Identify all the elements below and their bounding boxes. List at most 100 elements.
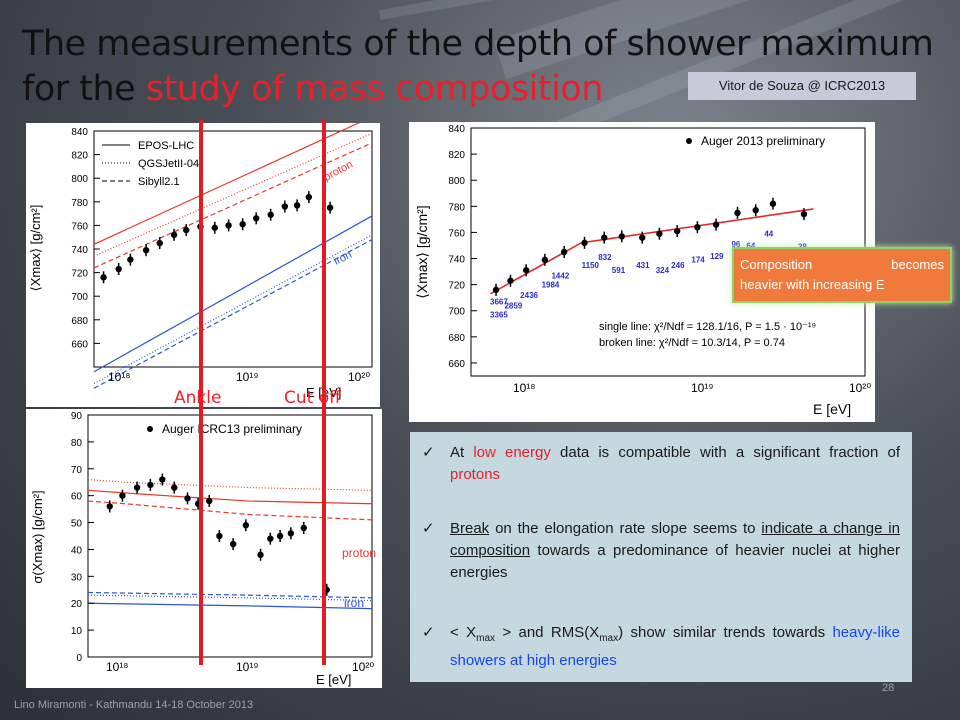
curve-label-proton: proton [342,546,376,560]
slide-title: The measurements of the depth of shower … [22,22,952,112]
event-count-label: 246 [671,261,685,270]
text-red: protons [450,466,501,483]
bullet-break-slope: ✓ Break on the elongation rate slope see… [422,518,900,584]
data-point [769,200,777,207]
x-axis-label: E [eV] [813,401,851,417]
xmax-models-svg: 660 680 700 720 740 760 780 800 820 840 ⟨Xmax⟩ [g… [28,116,373,400]
cutoff-label: Cut off [284,388,341,408]
data-point [183,226,190,234]
x-tick-label: 10²⁰ [849,381,871,395]
y-axis-label: ⟨Xmax⟩ [g/cm²] [28,205,43,292]
page-number: 28 [882,682,895,694]
data-point [656,230,663,237]
bullet-xmax-trends: ✓ < Xmax > and RMS(Xmax) show similar tr… [422,622,900,672]
ankle-marker-line [199,120,203,665]
x-tick-label: 10¹⁸ [513,381,535,395]
model-curve [87,478,373,491]
data-points [106,473,330,596]
legend-marker [686,138,692,144]
y-tick-label: 740 [448,255,465,266]
text-red: low energy [473,444,551,461]
y-tick-label: 50 [71,519,83,530]
text: data is compatible with a significant fr… [550,444,901,461]
text-underlined: Break [450,520,490,537]
model-curve [87,594,373,602]
y-tick-label: 780 [71,198,88,209]
data-point [171,484,178,491]
y-tick-labels: 660 680 700 720 740 760 780 800 820 840 [71,127,100,350]
data-point [206,497,213,505]
event-count-label: 591 [612,266,626,275]
y-tick-label: 840 [448,124,465,135]
y-tick-label: 820 [71,151,88,162]
legend-sibyll: Sibyll2.1 [138,176,180,188]
legend-qgsjet: QGSJetII-04 [138,158,199,170]
data-point [639,234,646,241]
y-tick-labels: 0 10 20 30 40 50 60 70 80 90 [71,411,94,664]
data-point [267,211,274,218]
model-curve [87,602,373,610]
data-point [305,193,313,201]
broken-line-fit [490,208,814,295]
x-tick-label: 10¹⁹ [236,370,258,384]
data-point [326,204,334,211]
event-count-label: 1442 [551,271,569,280]
title-highlight: study of mass composition [145,69,604,109]
event-count-label: 2859 [504,301,522,310]
title-line1: The measurements of the depth of shower … [22,24,934,64]
legend-auger-icrc13: Auger ICRC13 preliminary [162,422,302,436]
event-count-label: 3667 [490,297,508,306]
event-count-label: 431 [636,261,650,270]
x-tick-label: 10¹⁸ [106,660,128,674]
auger-xmax-chart: 660 680 700 720 740 760 780 800 820 840 3667 3365 2… [409,122,875,422]
data-point [281,203,289,210]
data-point [170,231,178,239]
event-count-label: 832 [598,253,612,262]
y-tick-label: 30 [71,572,83,583]
author-label: Vitor de Souza @ ICRC2013 [688,72,916,100]
data-point [522,267,530,274]
x-axis-label: E [eV] [316,672,351,687]
conclusions-box: ✓ At low energy data is compatible with … [410,432,912,682]
y-tick-label: 780 [448,202,465,213]
y-tick-label: 680 [448,333,465,344]
data-point [156,239,163,247]
y-tick-labels: 660 680 700 720 740 760 780 800 820 840 [448,124,477,370]
y-tick-label: 90 [71,411,83,422]
ankle-label: Ankle [174,388,222,408]
y-tick-label: 680 [71,316,88,327]
text: ) show similar trends towards [618,624,833,641]
data-point [133,484,141,491]
data-point [541,256,549,264]
x-tick-label: 10¹⁹ [691,381,713,395]
data-point [127,256,134,263]
y-tick-label: 10 [71,626,83,637]
data-point [184,495,191,502]
cutoff-marker-line [322,120,326,665]
event-count-label: 1984 [542,280,560,289]
x-tick-label: 10²⁰ [348,370,370,384]
subscript: max [599,633,619,644]
subscript: max [476,633,496,644]
curve-label-iron: iron [344,596,364,610]
legend-auger-2013: Auger 2013 preliminary [701,134,825,148]
y-tick-label: 720 [71,269,88,280]
data-point [300,524,307,532]
fit-line [490,208,814,295]
data-point [507,277,514,284]
event-count-label: 324 [656,266,670,275]
event-count-label: 129 [710,252,724,261]
data-point [694,224,701,231]
y-tick-label: 700 [448,307,465,318]
data-point [119,492,126,499]
model-curve [93,234,373,385]
data-point [293,202,301,209]
model-curve [93,239,373,389]
checkmark-icon: ✓ [422,444,435,461]
checkmark-icon: ✓ [422,624,435,641]
text: on the elongation rate slope seems to [489,520,762,537]
model-curve [87,489,373,505]
xmax-models-chart: 660 680 700 720 740 760 780 800 820 840 ⟨Xmax⟩ [g… [26,116,380,407]
